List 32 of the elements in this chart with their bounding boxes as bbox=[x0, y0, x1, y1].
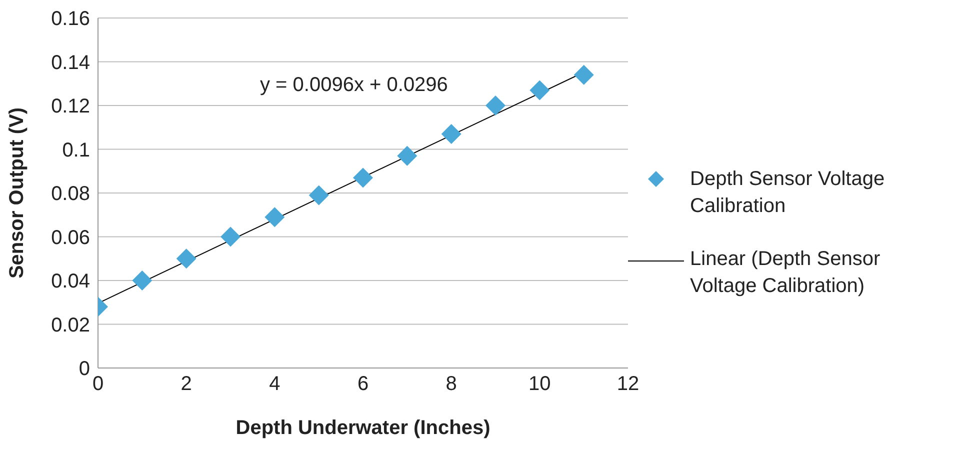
y-tick-label: 0.14 bbox=[51, 52, 90, 74]
point bbox=[176, 248, 196, 269]
point bbox=[574, 64, 594, 85]
point bbox=[308, 185, 329, 206]
x-tick-label: 10 bbox=[528, 373, 551, 396]
point bbox=[441, 124, 462, 144]
point bbox=[397, 146, 418, 166]
point bbox=[264, 207, 285, 228]
x-tick-label: 0 bbox=[92, 373, 104, 396]
point bbox=[220, 226, 240, 247]
y-tick-label: 0.04 bbox=[51, 270, 90, 293]
y-tick-label: 0 bbox=[78, 358, 90, 380]
y-tick-label: 0.08 bbox=[51, 183, 90, 206]
legend-label: Linear (Depth Sensor Voltage Calibration) bbox=[690, 247, 882, 299]
point bbox=[530, 80, 550, 100]
y-tick-label: 0.06 bbox=[51, 226, 90, 249]
point bbox=[353, 168, 373, 188]
point bbox=[486, 96, 506, 116]
y-tick-label: 0.1 bbox=[62, 139, 90, 162]
y-axis-title: Sensor Output (V) bbox=[6, 107, 28, 279]
point bbox=[132, 270, 152, 290]
x-axis-title: Depth Underwater (Inches) bbox=[236, 417, 490, 439]
y-tick-label: 0.16 bbox=[51, 8, 90, 30]
x-tick-label: 6 bbox=[357, 373, 369, 396]
x-tick-label: 4 bbox=[269, 373, 280, 396]
y-tick-label: 0.02 bbox=[51, 314, 90, 336]
annotation: y = 0.0096x + 0.0296 bbox=[260, 74, 448, 97]
x-tick-label: 8 bbox=[446, 373, 457, 396]
legend-label: Depth Sensor Voltage Calibration bbox=[690, 167, 886, 219]
x-tick-label: 2 bbox=[180, 373, 192, 396]
x-tick-label: 12 bbox=[616, 373, 640, 396]
y-tick-label: 0.12 bbox=[51, 96, 90, 118]
